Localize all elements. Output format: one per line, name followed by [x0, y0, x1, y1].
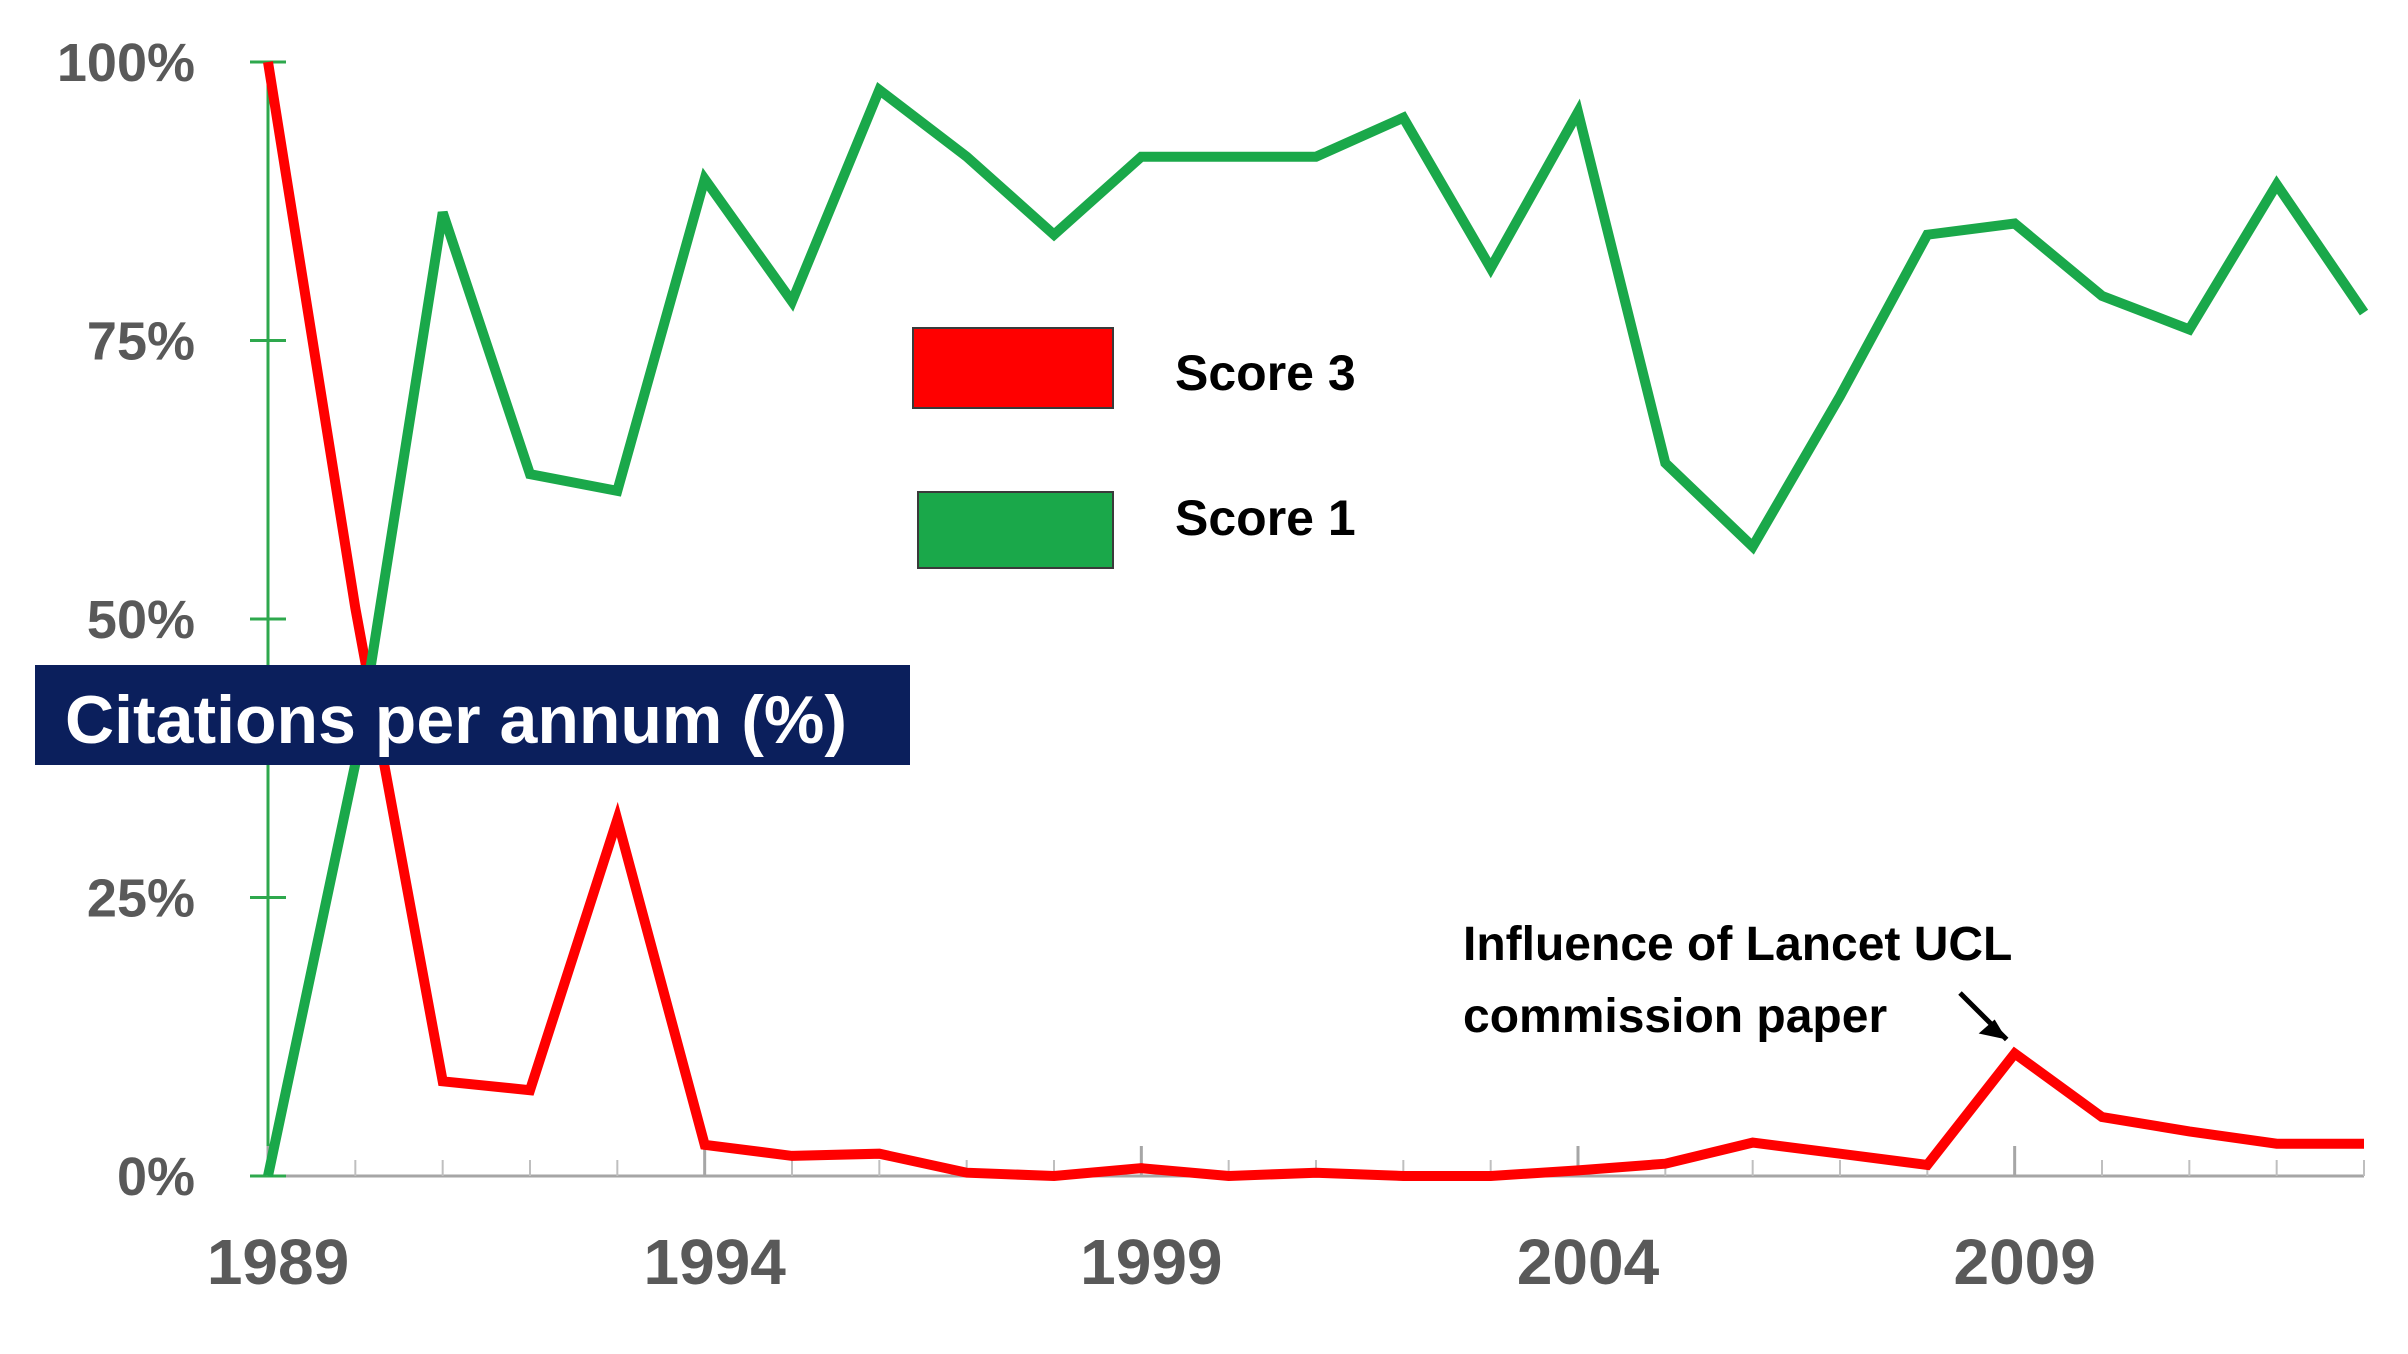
y-tick-label: 100%: [57, 33, 195, 93]
title-background: [35, 665, 910, 765]
y-tick-label: 50%: [87, 590, 195, 650]
legend-label-score-3: Score 3: [1175, 345, 1356, 401]
annotation-arrow-head: [1978, 1019, 2007, 1040]
series-line-score-3: [263, 61, 2364, 1182]
x-tick-label: 1999: [1080, 1226, 1222, 1298]
axes: 0% 25% 50% 75% 100% 1989 1994 1999 2004 2009: [57, 33, 2365, 1298]
legend-label-score-1: Score 1: [1175, 490, 1356, 546]
x-tick-label: 1994: [643, 1226, 786, 1298]
series-line-score-1: [263, 81, 2369, 1178]
series-lines: [263, 61, 2369, 1182]
x-tick-label: 2004: [1517, 1226, 1660, 1298]
legend-swatch-score-1: [917, 491, 1114, 569]
x-tick-label: 1989: [207, 1226, 349, 1298]
y-tick-label: 25%: [87, 869, 195, 929]
legend-swatch-score-3: [912, 327, 1114, 409]
annotation-text-line-2: commission paper: [1463, 990, 1887, 1043]
y-tick-label: 0%: [117, 1147, 195, 1207]
legend: Score 3 Score 1: [912, 327, 1356, 569]
title-banner: Citations per annum (%): [35, 665, 910, 765]
x-tick-label: 2009: [1953, 1226, 2095, 1298]
annotation-text-line-1: Influence of Lancet UCL: [1463, 918, 2012, 971]
chart-title: Citations per annum (%): [65, 682, 847, 758]
annotation: Influence of Lancet UCL commission paper: [1463, 918, 2012, 1043]
y-tick-label: 75%: [87, 312, 195, 372]
